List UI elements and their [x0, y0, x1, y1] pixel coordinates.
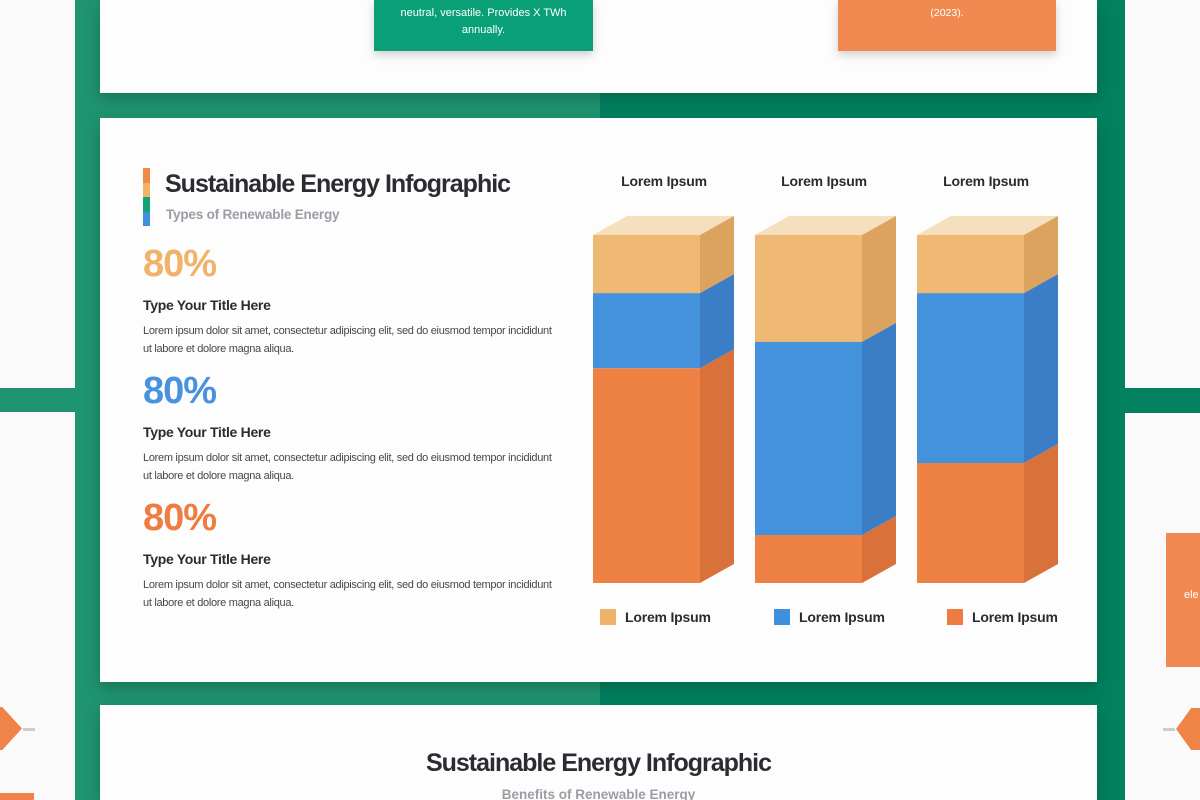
- highlight-box-green-line2: annually.: [461, 23, 506, 36]
- slide-card-main: Sustainable Energy Infographic Types of …: [100, 118, 1097, 682]
- title-accent-bar: [143, 168, 150, 226]
- arrow-right-icon: [0, 707, 22, 750]
- stat-body: Lorem ipsum dolor sit amet, consectetur …: [143, 578, 552, 609]
- stat-body: Lorem ipsum dolor sit amet, consectetur …: [143, 451, 552, 482]
- stat-value: 80%: [143, 497, 217, 539]
- stat-block-3: 80% Type Your Title Here Lorem ipsum dol…: [143, 497, 555, 612]
- stat-title: Type Your Title Here: [143, 550, 271, 567]
- left-neighbor-green-bar: [0, 388, 75, 412]
- legend-label: Lorem Ipsum: [625, 609, 711, 625]
- left-neighbor-box: [0, 793, 34, 800]
- highlight-box-orange-text: (2023).: [930, 7, 964, 19]
- legend-item-3: Lorem Ipsum: [947, 609, 1058, 625]
- right-neighbor-green-bar: [1125, 388, 1200, 413]
- stat-block-1: 80% Type Your Title Here Lorem ipsum dol…: [143, 243, 555, 358]
- column-chart: [580, 160, 1080, 630]
- legend-swatch-tan: [600, 609, 616, 625]
- page-subtitle: Types of Renewable Energy: [166, 207, 340, 222]
- stat-block-2: 80% Type Your Title Here Lorem ipsum dol…: [143, 370, 555, 485]
- legend-swatch-blue: [774, 609, 790, 625]
- page-title: Sustainable Energy Infographic: [165, 170, 511, 198]
- bottom-card-title: Sustainable Energy Infographic: [425, 749, 772, 777]
- bottom-card-subtitle: Benefits of Renewable Energy: [501, 787, 696, 800]
- right-connector-line: [1163, 728, 1175, 731]
- accent-segment-tan: [143, 182, 150, 197]
- highlight-box-green: neutral, versatile. Provides X TWh annua…: [374, 0, 593, 51]
- accent-segment-green: [143, 197, 150, 212]
- stat-body: Lorem ipsum dolor sit amet, consectetur …: [143, 324, 552, 355]
- stat-title: Type Your Title Here: [143, 423, 271, 440]
- legend-swatch-orange: [947, 609, 963, 625]
- column-chart-svg: [593, 216, 1058, 583]
- chart-column-label-1: Lorem Ipsum: [621, 173, 707, 189]
- slide-card-top: neutral, versatile. Provides X TWh annua…: [100, 0, 1097, 93]
- right-neighbor-card-text: ele: [1184, 589, 1199, 601]
- stat-value: 80%: [143, 370, 217, 412]
- chart-column-label-3: Lorem Ipsum: [943, 173, 1029, 189]
- right-neighbor-card: ele: [1166, 533, 1200, 667]
- highlight-box-orange: (2023).: [838, 0, 1056, 51]
- left-connector-line: [23, 728, 35, 731]
- accent-segment-orange: [143, 168, 150, 183]
- legend-label: Lorem Ipsum: [972, 609, 1058, 625]
- chart-column-label-2: Lorem Ipsum: [781, 173, 867, 189]
- stat-value: 80%: [143, 243, 217, 285]
- accent-segment-blue: [143, 211, 150, 226]
- slide-card-bottom: Sustainable Energy Infographic Benefits …: [100, 705, 1097, 800]
- legend-label: Lorem Ipsum: [799, 609, 885, 625]
- legend-item-2: Lorem Ipsum: [774, 609, 885, 625]
- legend-item-1: Lorem Ipsum: [600, 609, 711, 625]
- stat-title: Type Your Title Here: [143, 296, 271, 313]
- arrow-left-icon: [1176, 708, 1200, 750]
- highlight-box-green-line1: neutral, versatile. Provides X TWh: [400, 7, 567, 19]
